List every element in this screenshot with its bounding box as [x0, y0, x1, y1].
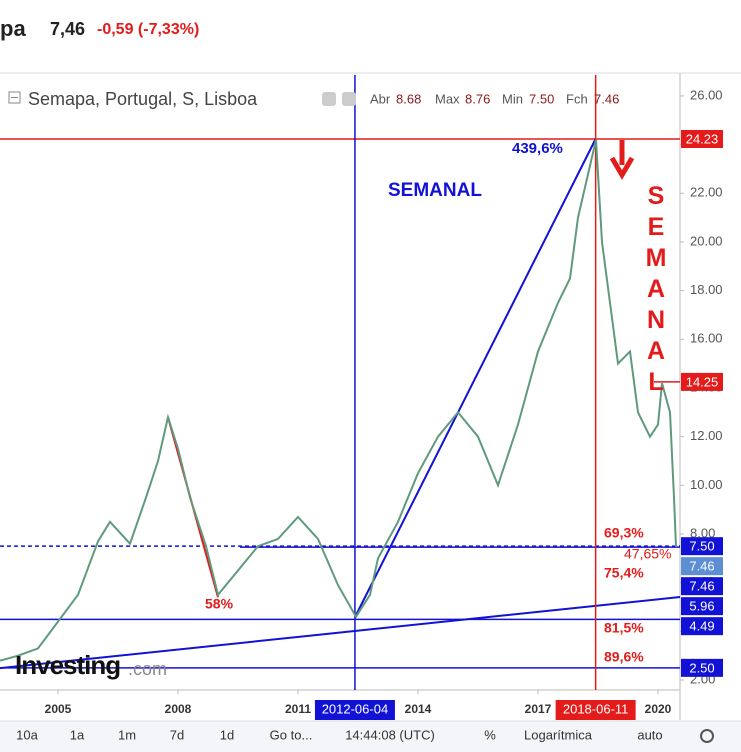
close-label: Fch — [566, 91, 588, 106]
settings-icon[interactable] — [342, 92, 356, 106]
annotation: 81,5% — [604, 620, 644, 636]
event-label-box — [314, 700, 395, 720]
level-label-box — [681, 557, 723, 576]
event-label: 2018-06-11 — [563, 701, 629, 716]
toolbar-items: 10a 1a 1m 7d 1d Go to... 14:44:08 (UTC)% Logarí… — [16, 727, 714, 743]
toolbar-button[interactable]: 10a — [16, 727, 38, 742]
level-label-box — [681, 658, 723, 677]
drawn-line — [0, 596, 681, 670]
x-tick-label: 2008 — [165, 702, 192, 716]
toolbar-button[interactable]: 14:44:08 (UTC) — [345, 727, 435, 742]
toolbar — [0, 721, 741, 752]
annotation: SEMANAL — [642, 182, 670, 399]
min-label: Min — [502, 91, 523, 106]
min: 7.50 — [529, 91, 554, 106]
toolbar-button[interactable]: Logarítmica — [524, 727, 593, 742]
level-label: 7.46 — [689, 559, 714, 574]
toolbar-button[interactable]: auto — [637, 727, 662, 742]
x-tick-label: 2011 — [285, 702, 311, 716]
y-tick-label: 12.00 — [690, 428, 723, 443]
level-label: 7.46 — [689, 579, 714, 594]
down-arrow — [609, 140, 635, 180]
price: 7,46 — [50, 19, 85, 39]
level-label: 4.49 — [689, 619, 714, 634]
annotation: SEMANAL — [388, 180, 482, 201]
price-line — [0, 139, 677, 662]
event-label: 2012-06-04 — [322, 701, 389, 716]
event-label-box — [555, 700, 636, 720]
level-label-box — [681, 577, 723, 596]
drawn-line — [354, 138, 597, 618]
open-label: Abr — [370, 91, 391, 106]
plot — [0, 75, 681, 690]
eye-icon[interactable] — [322, 92, 336, 106]
level-label-box — [681, 617, 723, 636]
level-label: 5.96 — [689, 599, 714, 614]
toolbar-button[interactable]: Go to... — [270, 727, 313, 742]
max-label: Max — [435, 91, 460, 106]
level-label: 2.50 — [689, 660, 714, 675]
change: -0,59 (-7,33%) — [97, 21, 199, 38]
level-label-box — [681, 537, 723, 556]
x-tick-label: 2005 — [45, 702, 72, 716]
toolbar-button[interactable]: 1a — [70, 727, 85, 742]
annotation: 89,6% — [604, 649, 644, 665]
y-tick-label: 20.00 — [690, 233, 723, 248]
y-tick-label: 10.00 — [690, 477, 723, 492]
x-tick-label: 2014 — [405, 702, 432, 716]
toolbar-button[interactable]: 7d — [170, 727, 184, 742]
y-tick-label: 26.00 — [690, 87, 723, 102]
close: 7.46 — [594, 91, 619, 106]
legend-name: Semapa, Portugal, S, Lisboa — [28, 89, 258, 109]
annotation: 439,6% — [512, 140, 563, 157]
open: 8.68 — [396, 91, 421, 106]
y-tick-label: 16.00 — [690, 331, 723, 346]
y-tick-label: 8.00 — [690, 525, 715, 540]
x-tick-label: 2017 — [525, 702, 552, 716]
annotation: 58% — [205, 596, 234, 612]
level-label: 24.23 — [686, 131, 719, 146]
annotation: 75,4% — [604, 565, 644, 581]
collapse-icon[interactable] — [8, 91, 21, 104]
symbol: pa — [0, 16, 26, 41]
max: 8.76 — [465, 91, 490, 106]
toolbar-button[interactable]: 1m — [118, 727, 136, 742]
level-label-box — [681, 130, 723, 149]
y-tick-label: 22.00 — [690, 185, 723, 200]
level-label-box — [681, 597, 723, 616]
annotation: 69,3% — [604, 525, 644, 541]
y-tick-label: 18.00 — [690, 282, 723, 297]
settings-gear[interactable] — [700, 729, 714, 743]
toolbar-button[interactable]: 1d — [220, 727, 234, 742]
toolbar-button[interactable]: % — [484, 727, 496, 742]
level-label-box — [681, 372, 723, 391]
logo-suffix: .com — [128, 659, 167, 679]
logo-brand: Investing — [15, 650, 120, 680]
level-label: 7.50 — [689, 539, 714, 554]
level-label: 14.25 — [686, 374, 719, 389]
x-tick-label: 2020 — [645, 702, 672, 716]
annotation: 47,65% — [624, 546, 671, 562]
